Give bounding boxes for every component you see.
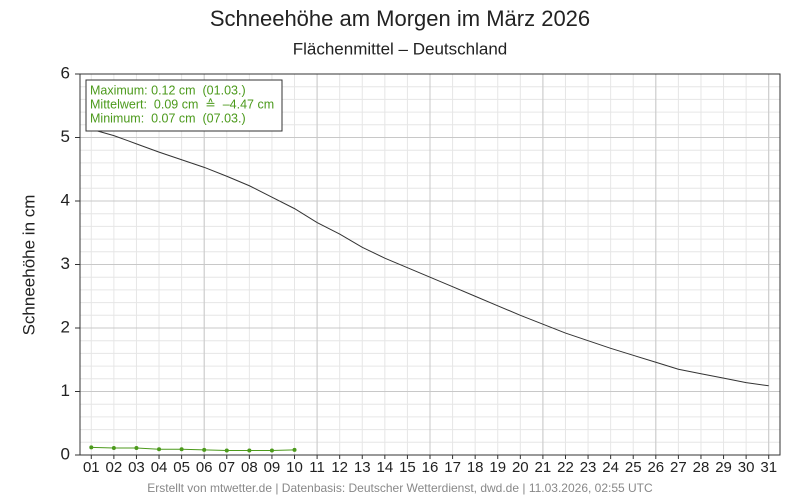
x-tick-label: 05 bbox=[173, 459, 190, 476]
x-tick-label: 18 bbox=[467, 459, 484, 476]
x-tick-label: 12 bbox=[331, 459, 348, 476]
marks bbox=[89, 128, 769, 453]
x-tick-label: 25 bbox=[625, 459, 642, 476]
x-tick-label: 27 bbox=[670, 459, 687, 476]
x-tick-label: 20 bbox=[512, 459, 529, 476]
x-tick-label: 28 bbox=[693, 459, 710, 476]
y-tick-label: 1 bbox=[61, 381, 70, 400]
annotation: Mittelwert: 0.09 cm ≙ –4.47 cm bbox=[90, 97, 274, 111]
x-tick-label: 24 bbox=[602, 459, 619, 476]
point bbox=[292, 447, 297, 452]
y-axis-label: Schneehöhe in cm bbox=[19, 195, 38, 336]
point bbox=[224, 448, 229, 453]
x-tick-label: 14 bbox=[376, 459, 393, 476]
x-tick-label: 21 bbox=[535, 459, 552, 476]
x-tick-label: 26 bbox=[647, 459, 664, 476]
x-tick-label: 03 bbox=[128, 459, 145, 476]
grid bbox=[80, 73, 780, 456]
x-tick-label: 15 bbox=[399, 459, 416, 476]
chart-subtitle: Flächenmittel – Deutschland bbox=[293, 39, 508, 58]
y-tick-label: 2 bbox=[61, 317, 70, 336]
annotation: Maximum: 0.12 cm (01.03.) bbox=[90, 83, 246, 97]
annotation: Minimum: 0.07 cm (07.03.) bbox=[90, 111, 246, 125]
x-tick-label: 31 bbox=[760, 459, 777, 476]
x-tick-label: 01 bbox=[83, 459, 100, 476]
x-tick-label: 06 bbox=[196, 459, 213, 476]
series-line bbox=[91, 446, 295, 452]
x-tick-label: 17 bbox=[444, 459, 461, 476]
point bbox=[269, 448, 274, 453]
x-tick-label: 10 bbox=[286, 459, 303, 476]
x-tick-label: 11 bbox=[309, 459, 325, 476]
x-tick-label: 07 bbox=[218, 459, 235, 476]
x-tick-label: 04 bbox=[151, 459, 168, 476]
x-tick-label: 30 bbox=[738, 459, 755, 476]
x-tick-label: 23 bbox=[580, 459, 597, 476]
y-tick-label: 0 bbox=[61, 444, 70, 463]
x-tick-label: 08 bbox=[241, 459, 258, 476]
y-tick-label: 3 bbox=[61, 254, 70, 273]
x-tick-label: 22 bbox=[557, 459, 574, 476]
series-line bbox=[91, 128, 769, 387]
x-tick-label: 09 bbox=[264, 459, 281, 476]
point bbox=[111, 446, 116, 451]
point bbox=[247, 448, 252, 453]
x-tick-label: 29 bbox=[715, 459, 732, 476]
y-tick-label: 4 bbox=[61, 190, 70, 209]
x-tick-label: 19 bbox=[489, 459, 506, 476]
y-tick-label: 5 bbox=[61, 127, 70, 146]
point bbox=[134, 446, 139, 451]
y-tick-label: 6 bbox=[61, 63, 70, 82]
point bbox=[202, 447, 207, 452]
point bbox=[89, 445, 94, 450]
point bbox=[179, 447, 184, 452]
info-box bbox=[85, 79, 283, 132]
point bbox=[157, 447, 162, 452]
plot-frame bbox=[79, 73, 781, 456]
x-tick-label: 13 bbox=[354, 459, 371, 476]
x-tick-label: 16 bbox=[422, 459, 439, 476]
source: Erstellt von mtwetter.de | Datenbasis: D… bbox=[147, 481, 653, 495]
chart-title: Schneehöhe am Morgen im März 2026 bbox=[210, 6, 590, 31]
x-tick-label: 02 bbox=[106, 459, 123, 476]
